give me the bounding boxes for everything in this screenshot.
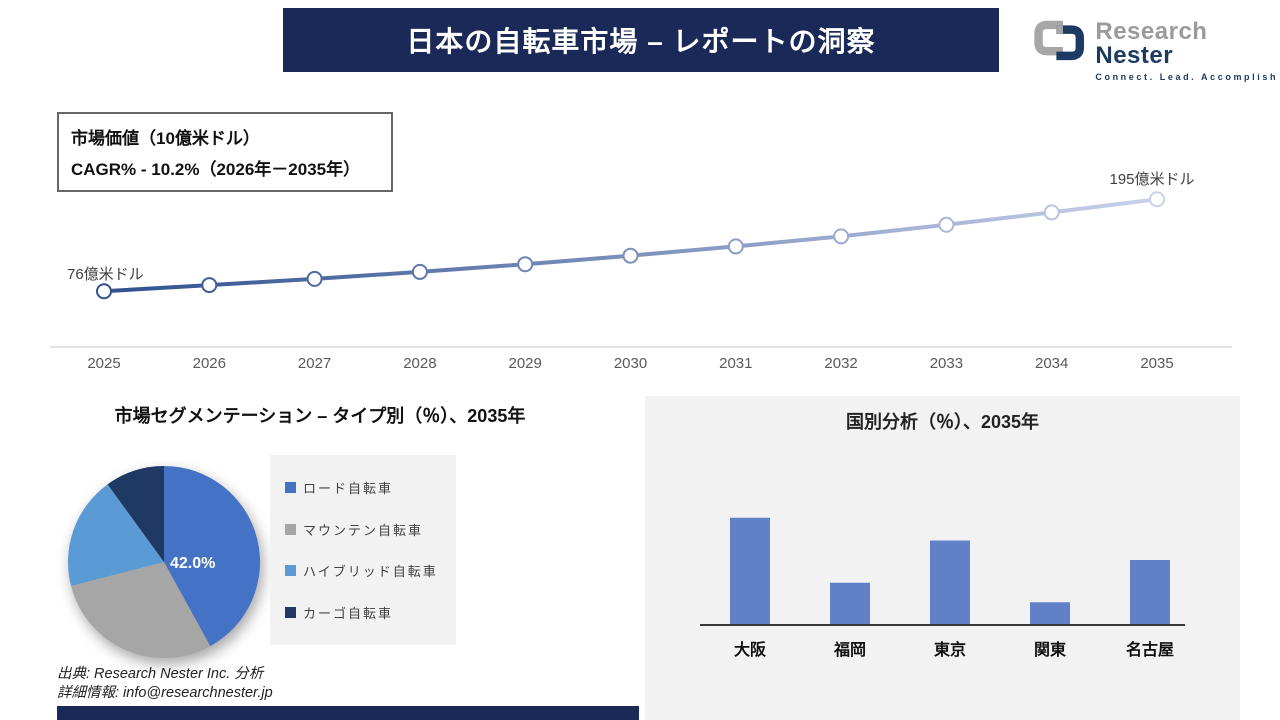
market-value-label: 市場価値（10億米ドル） xyxy=(71,129,260,148)
bar-名古屋 xyxy=(1130,560,1170,625)
bar-category-関東: 関東 xyxy=(1034,640,1066,659)
cagr-label: CAGR% - 10.2%（2026年－2035年） xyxy=(71,160,361,179)
page-title: 日本の自転車市場 – レポートの洞察 xyxy=(406,26,876,57)
bar-福岡 xyxy=(830,582,870,625)
bar-category-大阪: 大阪 xyxy=(734,640,767,659)
country-analysis-bar-chart: 大阪 福岡 東京 関東 名古屋 xyxy=(700,517,1185,659)
last-point-label: 195億米ドル xyxy=(1109,171,1194,188)
bar-category-東京: 東京 xyxy=(934,640,966,659)
bottom-navy-bar xyxy=(57,706,639,720)
pie-slice-カーゴ自転車 xyxy=(107,466,164,562)
line-point-2032 xyxy=(833,228,850,245)
x-tick-2034: 2034 xyxy=(1035,355,1068,372)
legend-item-ロード自転車: ロード自転車 xyxy=(285,478,456,497)
legend-swatch xyxy=(285,565,296,577)
bar-chart-title: 国別分析（％）、2035年 xyxy=(845,412,1040,432)
brand-name-nester: Nester xyxy=(1095,42,1174,69)
x-tick-2035: 2035 xyxy=(1140,355,1173,372)
x-tick-2029: 2029 xyxy=(509,355,542,372)
legend-label: マウンテン自転車 xyxy=(303,522,424,538)
segmentation-pie-chart: 42.0% xyxy=(68,466,260,658)
brand-name: Research Nester xyxy=(1095,20,1280,68)
line-point-2028 xyxy=(411,263,428,280)
line-point-2025 xyxy=(96,283,112,300)
legend-swatch xyxy=(285,523,296,535)
legend-item-マウンテン自転車: マウンテン自転車 xyxy=(285,520,456,539)
x-tick-2028: 2028 xyxy=(403,355,436,372)
line-point-2030 xyxy=(622,247,639,264)
market-value-info-box: 市場価値（10億米ドル） CAGR% - 10.2%（2026年－2035年） xyxy=(57,112,393,192)
pie-legend: ロード自転車マウンテン自転車 ハイブリッド自転車 カーゴ自転車 xyxy=(270,455,456,645)
bar-category-名古屋: 名古屋 xyxy=(1126,640,1174,659)
bar-category-福岡: 福岡 xyxy=(833,640,866,659)
legend-item-カーゴ自転車: カーゴ自転車 xyxy=(285,603,456,622)
x-tick-2033: 2033 xyxy=(930,355,963,372)
chain-links-logo-icon xyxy=(1034,20,1085,61)
line-point-2031 xyxy=(727,238,744,255)
header-banner: 日本の自転車市場 – レポートの洞察 xyxy=(283,8,999,72)
x-tick-2031: 2031 xyxy=(719,355,752,372)
legend-item-ハイブリッド自転車: ハイブリッド自転車 xyxy=(285,561,456,580)
line-point-2029 xyxy=(517,256,534,273)
pie-slice-マウンテン自転車 xyxy=(71,562,211,658)
legend-label: カーゴ自転車 xyxy=(303,606,394,622)
brand-name-research: Research xyxy=(1095,18,1208,45)
x-tick-2026: 2026 xyxy=(193,355,226,372)
source-note: 出典: Research Nester Inc. 分析 詳細情報: info@r… xyxy=(57,665,273,703)
x-tick-2032: 2032 xyxy=(824,355,857,372)
market-value-line-series xyxy=(102,197,1159,294)
line-point-2027 xyxy=(306,270,323,287)
x-tick-2025: 2025 xyxy=(87,355,120,372)
bar-大阪 xyxy=(730,517,770,625)
pie-chart-title: 市場セグメンテーション – タイプ別（％）、2035年 xyxy=(114,406,526,426)
line-point-2034 xyxy=(1043,204,1060,221)
bar-関東 xyxy=(1030,602,1070,625)
research-nester-logo: Research Nester Connect. Lead. Accomplis… xyxy=(1032,16,1280,82)
x-tick-2030: 2030 xyxy=(614,355,647,372)
line-point-2033 xyxy=(938,216,955,233)
line-point-2035 xyxy=(1149,191,1165,208)
source-line: 出典: Research Nester Inc. 分析 xyxy=(57,666,264,682)
x-tick-2027: 2027 xyxy=(298,355,331,372)
pie-slice-ハイブリッド自転車 xyxy=(68,484,164,586)
bar-東京 xyxy=(930,540,970,625)
logo-text: Research Nester Connect. Lead. Accomplis… xyxy=(1095,20,1280,82)
legend-label: ハイブリッド自転車 xyxy=(303,564,438,580)
legend-label: ロード自転車 xyxy=(303,480,394,496)
pie-data-label: 42.0% xyxy=(170,555,215,572)
legend-swatch xyxy=(285,607,296,619)
legend-swatch xyxy=(285,481,296,493)
pie-slice-ロード自転車 xyxy=(164,466,260,647)
line-point-2026 xyxy=(201,277,218,294)
contact-line: 詳細情報: info@researchnester.jp xyxy=(57,685,273,701)
first-point-label: 76億米ドル xyxy=(67,266,144,283)
market-value-line-chart: 2025 2026 2027 2028 2029 2030 2031 2032 2033 2034… xyxy=(50,171,1232,372)
brand-tagline: Connect. Lead. Accomplish xyxy=(1095,72,1279,82)
